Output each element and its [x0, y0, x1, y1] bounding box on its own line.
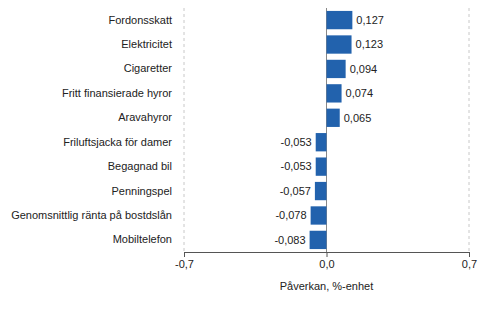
bar — [327, 35, 352, 53]
category-label: Elektricitet — [121, 38, 172, 50]
category-label: Penningspel — [111, 185, 172, 197]
x-axis: -0,7 0,0 0,7 — [175, 252, 477, 270]
x-tick-label: 0,7 — [462, 258, 477, 270]
y-tick: Aravahyror — [118, 111, 184, 123]
bar — [327, 109, 340, 127]
y-tick: Fordonsskatt — [108, 14, 184, 26]
bar — [327, 60, 346, 78]
y-tick: Penningspel — [111, 185, 184, 197]
category-label: Aravahyror — [118, 111, 172, 123]
data-label: -0,083 — [274, 234, 305, 246]
data-label: 0,094 — [350, 63, 378, 75]
x-tick-mark — [327, 252, 328, 257]
x-axis-line — [185, 253, 470, 258]
category-label: Fordonsskatt — [108, 14, 172, 26]
grid-line — [184, 8, 185, 252]
category-label: Begagnad bil — [108, 160, 172, 172]
bar — [316, 157, 327, 175]
data-label: 0,065 — [344, 112, 372, 124]
x-tick-label: 0,0 — [319, 258, 334, 270]
bar — [316, 133, 327, 151]
category-label: Genomsnittlig ränta på bostdslån — [11, 209, 172, 221]
bar — [315, 182, 327, 200]
y-tick: Fritt finansierade hyror — [62, 87, 184, 99]
bar — [327, 11, 353, 29]
y-tick: Elektricitet — [121, 38, 184, 50]
bar — [327, 84, 342, 102]
grid — [184, 8, 469, 252]
data-label: 0,123 — [356, 38, 384, 50]
bar — [310, 231, 327, 249]
data-labels: 0,127 0,123 0,094 0,074 0,065 -0,053 -0,053 -0,… — [274, 14, 383, 246]
x-tick: 0,7 — [462, 252, 477, 270]
x-tick: -0,7 — [175, 252, 194, 270]
x-tick-label: -0,7 — [175, 258, 194, 270]
category-label: Mobiltelefon — [113, 233, 172, 245]
data-label: 0,127 — [356, 14, 384, 26]
x-tick: 0,0 — [319, 252, 334, 270]
data-label: 0,074 — [346, 87, 374, 99]
y-tick: Mobiltelefon — [113, 233, 184, 245]
bar — [311, 206, 327, 224]
plot: 0,127 0,123 0,094 0,074 0,065 -0,053 -0,053 -0,… — [11, 8, 477, 270]
y-tick: Begagnad bil — [108, 160, 184, 172]
data-label: -0,053 — [281, 136, 312, 148]
chart: 0,127 0,123 0,094 0,074 0,065 -0,053 -0,053 -0,… — [0, 0, 491, 327]
data-label: -0,053 — [281, 160, 312, 172]
category-label: Cigaretter — [124, 62, 173, 74]
y-tick: Cigaretter — [124, 62, 184, 74]
data-label: -0,078 — [275, 209, 306, 221]
category-label: Friluftsjacka för damer — [63, 136, 172, 148]
data-label: -0,057 — [280, 185, 311, 197]
category-label: Fritt finansierade hyror — [62, 87, 172, 99]
x-tick-mark — [469, 252, 470, 257]
grid-line — [469, 8, 470, 252]
bars — [310, 11, 353, 249]
x-tick-mark — [184, 252, 185, 257]
y-tick: Friluftsjacka för damer — [63, 136, 184, 148]
x-axis-title: Påverkan, %-enhet — [280, 280, 374, 292]
y-tick: Genomsnittlig ränta på bostdslån — [11, 209, 184, 221]
y-axis: Fordonsskatt Elektricitet Cigaretter Fritt … — [11, 14, 184, 246]
